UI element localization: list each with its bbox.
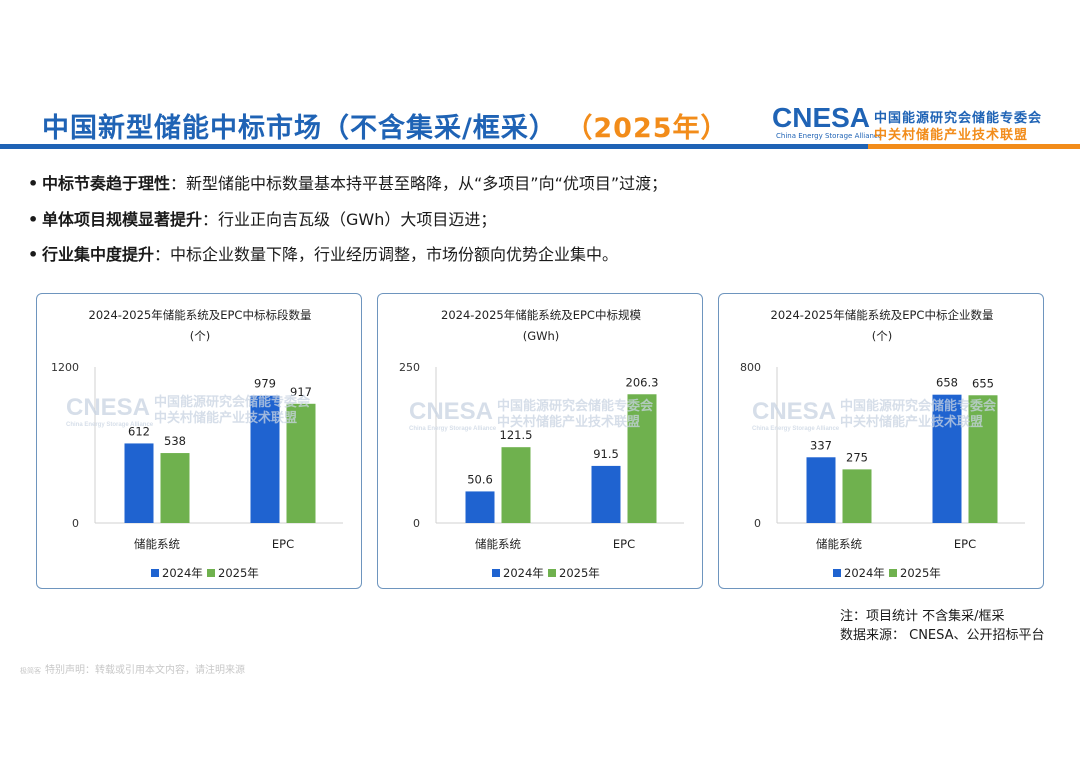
- y-tick-label: 800: [740, 361, 761, 374]
- chart-bid-companies: 2024-2025年储能系统及EPC中标企业数量 (个) 0 800 337 275 储能系…: [740, 308, 1025, 580]
- bar-2024: [465, 491, 495, 523]
- x-tick-label: 储能系统: [475, 537, 521, 551]
- bullet-bold: 行业集中度提升: [42, 245, 155, 264]
- x-tick-label: 储能系统: [816, 537, 862, 551]
- y-tick-label: 0: [754, 517, 761, 530]
- bar-2025: [842, 469, 872, 523]
- legend-swatch-2024: [492, 569, 500, 577]
- legend-label: 2024年: [844, 566, 885, 580]
- legend-swatch-2025: [207, 569, 215, 577]
- data-label: 612: [128, 424, 150, 438]
- note-source: 数据来源： CNESA、公开招标平台: [840, 628, 1045, 643]
- data-label: 658: [936, 376, 958, 390]
- bar-2024: [250, 395, 280, 523]
- bar-2025: [968, 395, 998, 523]
- data-label: 917: [290, 385, 312, 399]
- legend-swatch-2024: [151, 569, 159, 577]
- bullet-bold: 中标节奏趋于理性: [42, 174, 171, 193]
- data-label: 979: [254, 377, 276, 391]
- bar-2025: [627, 394, 657, 523]
- x-tick-label: 储能系统: [134, 537, 180, 551]
- data-label: 121.5: [500, 428, 533, 442]
- data-label: 275: [846, 450, 868, 464]
- chart-bid-sections: 2024-2025年储能系统及EPC中标标段数量 (个) 0 1200 612 538 储能…: [51, 308, 343, 580]
- legend-label: 2025年: [900, 566, 941, 580]
- note-statistics: 注：项目统计 不含集采/框采: [840, 609, 1005, 624]
- data-label: 655: [972, 376, 994, 390]
- bullet-text: ：新型储能中标数量基本持平甚至略降，从“多项目”向“优项目”过渡；: [170, 174, 668, 193]
- chart-panel-bid-companies: 2024-2025年储能系统及EPC中标企业数量 (个) 0 800 337 275 储能系…: [718, 293, 1044, 589]
- bar-2024: [932, 394, 962, 523]
- bullet-text: ：中标企业数量下降，行业经历调整，市场份额向优势企业集中。: [154, 245, 619, 264]
- legend-label: 2025年: [218, 566, 259, 580]
- data-label: 50.6: [467, 472, 493, 486]
- legend-label: 2024年: [503, 566, 544, 580]
- legend-label: 2024年: [162, 566, 203, 580]
- bullet-bold: 单体项目规模显著提升: [42, 210, 203, 229]
- chart-panel-bid-sections: 2024-2025年储能系统及EPC中标标段数量 (个) 0 1200 612 538 储能…: [36, 293, 362, 589]
- bar-2024: [806, 457, 836, 523]
- cnesa-logo-subtitle: China Energy Storage Alliance: [776, 132, 883, 140]
- legend-swatch-2024: [833, 569, 841, 577]
- cnesa-logo-cn-line2: 中关村储能产业技术联盟: [874, 128, 1029, 143]
- cnesa-logo: CNESA: [772, 102, 871, 133]
- bullet-text: ：行业正向吉瓦级（GWh）大项目迈进；: [202, 210, 497, 229]
- data-label: 337: [810, 438, 832, 452]
- bar-2025: [160, 453, 190, 523]
- y-tick-label: 1200: [51, 361, 79, 374]
- bar-2024: [591, 465, 621, 523]
- bullet-item: • 行业集中度提升：中标企业数量下降，行业经历调整，市场份额向优势企业集中。: [28, 245, 619, 264]
- data-label: 91.5: [593, 447, 619, 461]
- data-label: 206.3: [626, 375, 659, 389]
- header-rule-blue: [0, 144, 868, 149]
- chart-unit: (个): [190, 329, 210, 343]
- y-tick-label: 0: [413, 517, 420, 530]
- footer-text: 特别声明：转载或引用本文内容，请注明来源: [45, 665, 245, 676]
- x-tick-label: EPC: [954, 537, 976, 551]
- bar-2025: [286, 403, 316, 523]
- page-title: 中国新型储能中标市场（不含集采/框采） （2025年）: [42, 106, 729, 145]
- bar-2024: [124, 443, 154, 523]
- y-tick-label: 0: [72, 517, 79, 530]
- x-tick-label: EPC: [613, 537, 635, 551]
- header-rule-orange: [868, 144, 1080, 149]
- data-label: 538: [164, 434, 186, 448]
- legend-swatch-2025: [889, 569, 897, 577]
- legend-swatch-2025: [548, 569, 556, 577]
- bullet-item: • 中标节奏趋于理性：新型储能中标数量基本持平甚至略降，从“多项目”向“优项目”过…: [28, 174, 668, 193]
- footer-disclaimer: 极简客 特别声明：转载或引用本文内容，请注明来源: [20, 661, 245, 676]
- chart-bid-scale: 2024-2025年储能系统及EPC中标规模 (GWh) 0 250 50.6 121.5…: [399, 308, 684, 580]
- page-title-text: 中国新型储能中标市场（不含集采/框采）: [42, 113, 557, 144]
- bullet-item: • 单体项目规模显著提升：行业正向吉瓦级（GWh）大项目迈进；: [28, 210, 497, 229]
- x-tick-label: EPC: [272, 537, 294, 551]
- y-tick-label: 250: [399, 361, 420, 374]
- chart-unit: (个): [872, 329, 892, 343]
- chart-title: 2024-2025年储能系统及EPC中标标段数量: [89, 308, 312, 322]
- bar-2025: [501, 447, 531, 523]
- legend-label: 2025年: [559, 566, 600, 580]
- chart-panel-bid-scale: 2024-2025年储能系统及EPC中标规模 (GWh) 0 250 50.6 121.5…: [377, 293, 703, 589]
- footer-label: 极简客: [20, 667, 41, 675]
- chart-unit: (GWh): [523, 329, 560, 343]
- page-title-year: （2025年）: [578, 113, 729, 144]
- cnesa-logo-cn-line1: 中国能源研究会储能专委会: [874, 111, 1043, 126]
- chart-title: 2024-2025年储能系统及EPC中标企业数量: [771, 308, 994, 322]
- chart-title: 2024-2025年储能系统及EPC中标规模: [441, 308, 641, 322]
